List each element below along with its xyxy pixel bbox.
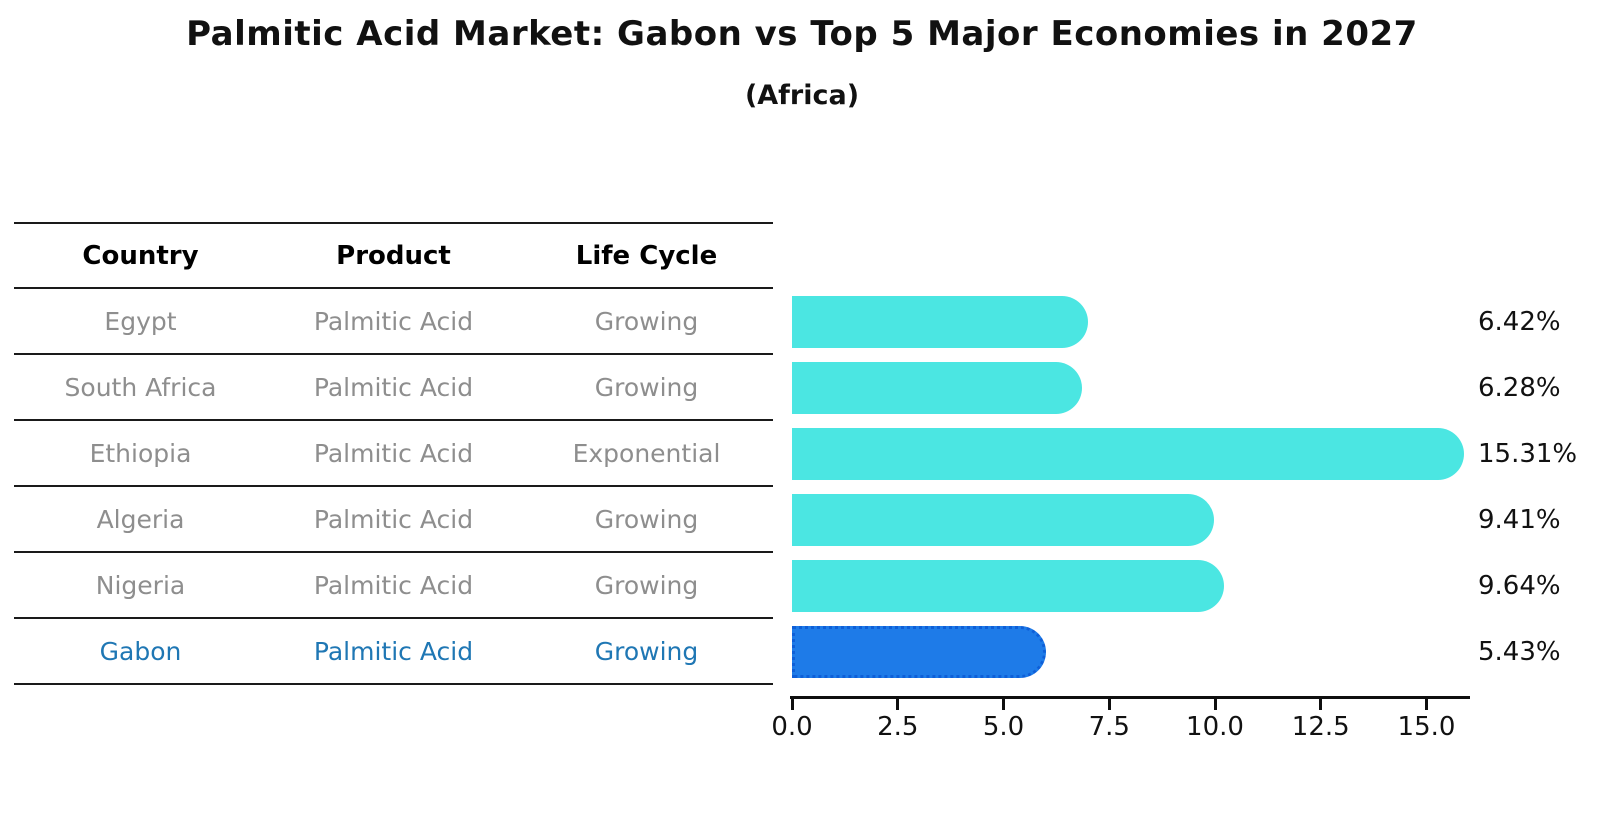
table-row: Egypt Palmitic Acid Growing bbox=[14, 289, 773, 355]
chart-title: Palmitic Acid Market: Gabon vs Top 5 Maj… bbox=[186, 14, 1418, 54]
x-axis-tick-mark bbox=[1002, 699, 1005, 710]
bar-nigeria bbox=[792, 560, 1224, 612]
value-label: 5.43% bbox=[1478, 637, 1561, 667]
table-cell-life-cycle: Growing bbox=[594, 504, 699, 534]
table-row: Ethiopia Palmitic Acid Exponential bbox=[14, 421, 773, 487]
table-cell-life-cycle: Growing bbox=[594, 636, 699, 666]
table-row: Nigeria Palmitic Acid Growing bbox=[14, 553, 773, 619]
value-label: 9.64% bbox=[1478, 571, 1561, 601]
table-cell-product: Palmitic Acid bbox=[313, 636, 474, 666]
table-cell-country: Ethiopia bbox=[89, 438, 192, 468]
table-cell-product: Palmitic Acid bbox=[313, 504, 474, 534]
table-cell-country: Nigeria bbox=[95, 570, 186, 600]
x-axis-tick-label: 12.5 bbox=[1291, 712, 1350, 742]
table-row: Algeria Palmitic Acid Growing bbox=[14, 487, 773, 553]
table-row: Gabon Palmitic Acid Growing bbox=[14, 619, 773, 685]
country-table: Country Product Life Cycle Egypt Palmitic… bbox=[14, 222, 773, 685]
chart-subtitle: (Africa) bbox=[744, 80, 860, 111]
table-cell-country: Egypt bbox=[104, 306, 177, 336]
x-axis-tick-label: 5.0 bbox=[982, 712, 1025, 742]
x-axis-tick-label: 7.5 bbox=[1088, 712, 1130, 742]
bar-south-africa bbox=[792, 362, 1082, 414]
table-cell-life-cycle: Growing bbox=[594, 306, 699, 336]
table-cell-life-cycle: Growing bbox=[594, 372, 699, 402]
table-cell-life-cycle: Exponential bbox=[572, 438, 721, 468]
x-axis-tick-label: 10.0 bbox=[1186, 712, 1244, 742]
x-axis-tick-mark bbox=[1319, 699, 1323, 710]
table-cell-product: Palmitic Acid bbox=[313, 306, 474, 336]
table-header-row: Country Product Life Cycle bbox=[14, 222, 773, 289]
table-cell-country: Algeria bbox=[96, 504, 185, 534]
bar-egypt bbox=[792, 296, 1088, 348]
value-label: 9.41% bbox=[1478, 505, 1561, 535]
table-cell-product: Palmitic Acid bbox=[313, 372, 474, 402]
table-cell-product: Palmitic Acid bbox=[313, 438, 474, 468]
x-axis-tick-label: 2.5 bbox=[877, 712, 919, 742]
x-axis-tick-label: 15.0 bbox=[1397, 712, 1456, 742]
x-axis-tick-mark bbox=[896, 699, 900, 710]
x-axis-tick-label: 0.0 bbox=[771, 712, 813, 742]
x-axis-tick-mark bbox=[1425, 699, 1428, 710]
column-header-life-cycle: Life Cycle bbox=[575, 240, 718, 271]
x-axis-tick-mark bbox=[1107, 699, 1111, 710]
table-cell-product: Palmitic Acid bbox=[313, 570, 474, 600]
x-axis-line bbox=[790, 696, 1470, 699]
value-label: 6.28% bbox=[1478, 373, 1561, 403]
column-header-product: Product bbox=[336, 240, 451, 271]
x-axis-tick-mark bbox=[1213, 699, 1217, 710]
bar-ethiopia bbox=[792, 428, 1464, 480]
table-row: South Africa Palmitic Acid Growing bbox=[14, 355, 773, 421]
table-cell-country: Gabon bbox=[99, 636, 182, 666]
bar-gabon bbox=[792, 626, 1046, 678]
value-label: 15.31% bbox=[1478, 439, 1578, 469]
value-label: 6.42% bbox=[1478, 307, 1561, 337]
x-axis-tick-mark bbox=[790, 699, 794, 710]
table-cell-country: South Africa bbox=[64, 372, 217, 402]
table-cell-life-cycle: Growing bbox=[594, 570, 699, 600]
bar-algeria bbox=[792, 494, 1215, 546]
table-body: Egypt Palmitic Acid Growing South Africa Pal… bbox=[14, 289, 773, 685]
column-header-country: Country bbox=[82, 240, 199, 271]
